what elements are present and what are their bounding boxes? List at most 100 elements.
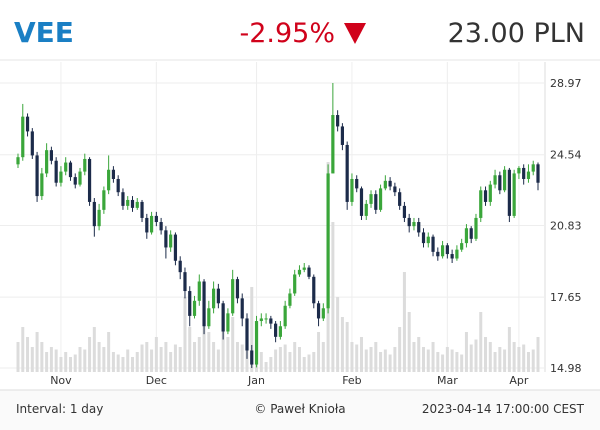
candle-body bbox=[321, 308, 325, 319]
candle-body bbox=[64, 162, 68, 172]
candle-body bbox=[479, 190, 483, 218]
candle-body bbox=[250, 350, 254, 365]
candle-body bbox=[259, 318, 263, 322]
candle-body bbox=[264, 318, 268, 320]
volume-bar bbox=[417, 337, 421, 372]
volume-bar bbox=[422, 347, 426, 372]
volume-bar bbox=[207, 332, 211, 372]
candle-body bbox=[83, 158, 87, 172]
volume-bar bbox=[526, 352, 530, 372]
candle-body bbox=[145, 217, 149, 233]
candle-body bbox=[173, 234, 178, 261]
x-tick-label: Apr bbox=[509, 374, 529, 387]
volume-bar bbox=[336, 297, 340, 372]
volume-bar bbox=[83, 349, 87, 372]
candle-body bbox=[16, 157, 20, 165]
candle-body bbox=[517, 167, 521, 174]
volume-bar bbox=[169, 352, 173, 372]
candle-body bbox=[278, 326, 282, 337]
candle-body bbox=[355, 178, 359, 189]
volume-bar bbox=[350, 342, 354, 372]
volume-bar bbox=[21, 327, 25, 372]
volume-bar bbox=[78, 347, 82, 372]
volume-bar bbox=[54, 349, 58, 372]
volume-bar bbox=[484, 337, 488, 372]
candle-body bbox=[307, 267, 311, 277]
candle-body bbox=[78, 171, 82, 185]
volume-bar bbox=[197, 337, 201, 372]
volume-bar bbox=[331, 222, 335, 372]
x-tick-label: Jan bbox=[247, 374, 265, 387]
volume-bar bbox=[412, 342, 416, 372]
volume-bar bbox=[135, 352, 139, 372]
volume-bar bbox=[59, 357, 63, 372]
change: -2.95% bbox=[239, 18, 335, 49]
candle-body bbox=[164, 230, 168, 248]
volume-bar bbox=[250, 287, 254, 372]
candle-body bbox=[140, 201, 144, 218]
y-tick-label: 17.65 bbox=[550, 291, 582, 304]
volume-bar bbox=[531, 349, 535, 372]
candle-body bbox=[488, 184, 492, 202]
candle-body bbox=[512, 173, 516, 216]
candle-body bbox=[474, 217, 478, 239]
volume-bar bbox=[460, 354, 464, 372]
candle-body bbox=[111, 169, 116, 179]
candle-body bbox=[417, 222, 421, 233]
candle-body bbox=[312, 276, 316, 304]
author: © Paweł Knioła bbox=[254, 402, 345, 416]
y-tick-label: 20.83 bbox=[550, 220, 582, 233]
volume-bar bbox=[498, 347, 502, 372]
volume-bar bbox=[188, 327, 192, 372]
volume-bar bbox=[30, 347, 34, 372]
volume-bar bbox=[355, 344, 359, 372]
candle-body bbox=[431, 236, 435, 252]
volume-bar bbox=[340, 317, 344, 372]
volume-bar bbox=[259, 352, 263, 372]
volume-bar bbox=[212, 342, 216, 372]
volume-bar bbox=[383, 349, 387, 372]
candle-body bbox=[107, 169, 111, 191]
volume-bar bbox=[164, 342, 168, 372]
candle-body bbox=[21, 116, 25, 158]
x-tick-label: Mar bbox=[437, 374, 458, 387]
volume-bar bbox=[274, 349, 278, 372]
candle-body bbox=[421, 232, 426, 244]
candle-body bbox=[68, 162, 73, 178]
volume-bar bbox=[450, 349, 454, 372]
volume-bar bbox=[302, 357, 306, 372]
candle-body bbox=[97, 209, 101, 227]
candle-body bbox=[522, 167, 526, 179]
candle-body bbox=[316, 303, 321, 319]
volume-bar bbox=[283, 344, 287, 372]
candle-body bbox=[102, 190, 106, 210]
candle-body bbox=[211, 288, 216, 309]
volume-bar bbox=[512, 342, 516, 372]
candle-body bbox=[178, 260, 182, 273]
candle-body bbox=[126, 199, 130, 206]
candle-body bbox=[526, 171, 531, 179]
volume-bar bbox=[398, 327, 402, 372]
candle-body bbox=[378, 188, 383, 210]
volume-bar bbox=[26, 337, 30, 372]
candle-body bbox=[231, 279, 235, 314]
candle-body bbox=[40, 173, 44, 197]
volume-bar bbox=[140, 344, 144, 372]
volume-bar bbox=[297, 347, 301, 372]
candle-body bbox=[45, 150, 49, 174]
candle-body bbox=[245, 318, 249, 351]
candle-body bbox=[235, 279, 240, 299]
volume-bar bbox=[493, 352, 497, 372]
candle-body bbox=[130, 199, 135, 208]
candle-body bbox=[121, 192, 125, 206]
candle-body bbox=[216, 288, 220, 304]
volume-bar bbox=[407, 312, 411, 372]
volume-bar bbox=[307, 354, 311, 372]
volume-bar bbox=[126, 349, 130, 372]
candle-body bbox=[440, 245, 445, 257]
volume-bar bbox=[40, 342, 44, 372]
candle-body bbox=[159, 222, 163, 231]
volume-bar bbox=[293, 342, 297, 372]
volume-bar bbox=[102, 347, 106, 372]
y-tick-label: 14.98 bbox=[550, 362, 582, 375]
